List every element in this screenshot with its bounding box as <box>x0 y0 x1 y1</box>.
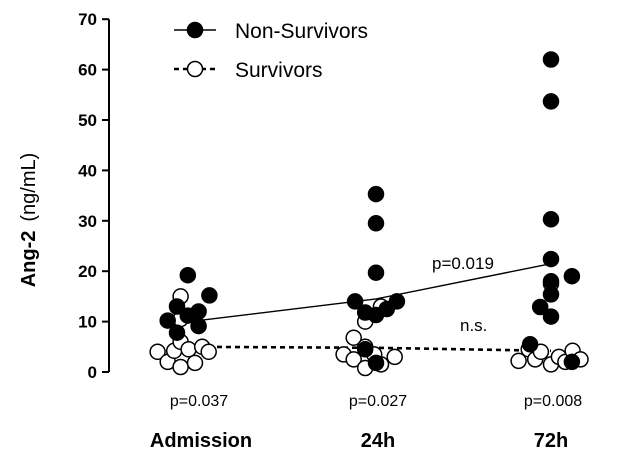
non-survivor-point-3 <box>179 266 197 284</box>
y-tick-label-40: 40 <box>78 161 97 180</box>
non-survivor-point-6 <box>190 317 207 335</box>
legend: Non-Survivors Survivors <box>174 20 368 82</box>
legend-item-survivors: Survivors <box>174 59 323 82</box>
survivor-point-10 <box>200 343 217 361</box>
y-axis-label: Ang-2 (ng/mL) <box>18 153 40 288</box>
legend-label-survivors: Survivors <box>235 59 323 82</box>
non-survivor-point-25 <box>542 286 560 303</box>
y-axis: 0 10 20 30 40 50 60 70 <box>78 10 110 382</box>
survivor-point-13 <box>345 351 362 368</box>
trend-lines <box>189 262 552 353</box>
data-points <box>149 51 589 377</box>
survivor-point-12 <box>345 329 362 346</box>
non-survivor-point-2 <box>168 324 186 341</box>
y-tick-label-30: 30 <box>78 212 97 231</box>
non-survivor-point-28 <box>563 353 581 371</box>
non-survivor-point-7 <box>201 287 218 304</box>
pvalue-24h: p=0.027 <box>349 393 407 410</box>
non-survivor-point-0 <box>159 312 176 329</box>
survivor-point-21 <box>510 352 527 370</box>
y-axis-label-unit: (ng/mL) <box>18 153 40 222</box>
survivor-point-20 <box>386 348 403 366</box>
non-survivor-point-21 <box>542 93 560 110</box>
category-label-72h: 72h <box>534 430 568 452</box>
non-survivor-point-22 <box>542 211 560 228</box>
y-axis-label-main: Ang-2 <box>18 231 40 288</box>
non-survivor-point-5 <box>190 303 207 320</box>
legend-item-non-survivors: Non-Survivors <box>174 20 368 43</box>
y-tick-label-20: 20 <box>78 262 97 281</box>
non-survivor-point-19 <box>531 298 549 316</box>
y-tick-label-50: 50 <box>78 111 97 130</box>
survivor-point-6 <box>172 358 189 376</box>
survivor-trend-annotation: n.s. <box>460 316 487 335</box>
non-survivor-point-12 <box>367 215 385 232</box>
survivor-point-8 <box>186 354 204 372</box>
legend-marker-open <box>186 60 204 78</box>
non-survivor-point-13 <box>367 264 385 281</box>
y-tick-label-60: 60 <box>78 61 97 80</box>
non-survivor-point-18 <box>521 336 539 353</box>
non-survivor-point-23 <box>542 250 560 268</box>
non-survivor-point-17 <box>388 293 406 310</box>
category-label-24h: 24h <box>361 430 395 452</box>
non-survivor-point-20 <box>542 51 560 68</box>
y-tick-label-70: 70 <box>78 10 97 29</box>
survivor-point-0 <box>149 343 166 361</box>
y-tick-label-10: 10 <box>78 313 97 332</box>
non-survivor-point-15 <box>367 354 385 372</box>
non-survivor-point-1 <box>168 298 186 315</box>
non-survivor-point-26 <box>542 308 560 325</box>
pvalue-72h: p=0.008 <box>524 393 582 410</box>
legend-label-non-survivors: Non-Survivors <box>235 20 368 43</box>
survivor-point-7 <box>180 341 197 358</box>
non-survivor-point-11 <box>367 185 385 203</box>
y-tick-label-0: 0 <box>88 363 97 382</box>
nonsurvivor-trend-pvalue: p=0.019 <box>432 254 494 273</box>
pvalue-admission: p=0.037 <box>170 393 228 410</box>
legend-marker-filled <box>186 21 204 39</box>
non-survivor-point-27 <box>563 267 581 285</box>
trend-line-non-survivors <box>189 262 552 323</box>
category-label-admission: Admission <box>150 430 252 452</box>
non-survivor-point-10 <box>356 341 374 358</box>
non-survivor-point-8 <box>346 293 364 310</box>
